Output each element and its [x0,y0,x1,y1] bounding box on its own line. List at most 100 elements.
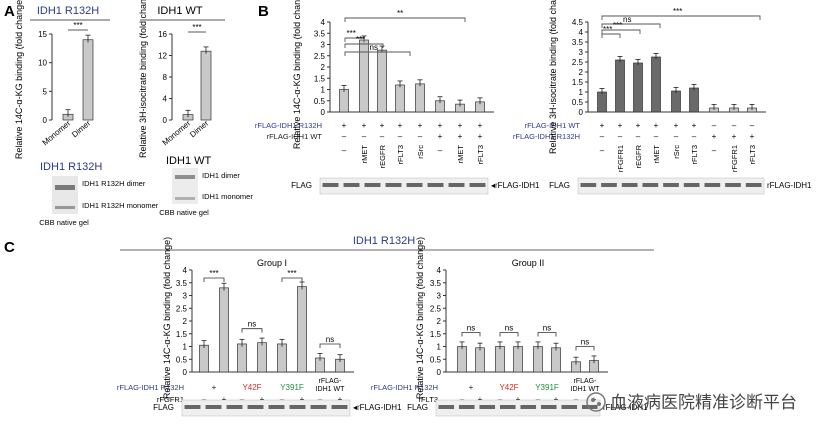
bar [395,84,405,113]
row2-sign: – [536,395,541,404]
y-tick-label: 3.5 [572,38,584,47]
row2-sign: + [260,395,265,404]
panel-a-right-gel-title: IDH1 WT [166,155,212,167]
blot-target-label: rFLAG-IDH1 [767,181,812,190]
y-tick-label: 12 [158,52,167,61]
y-tick-label: 1 [321,86,326,95]
y-tick-label: 0.5 [572,98,584,107]
y-tick-label: 10 [38,59,47,68]
row2-sign: – [498,395,503,404]
blot-band [205,405,222,409]
y-tick-label: 1.5 [572,78,584,87]
y-tick-label: 4 [183,266,188,275]
blot-band [642,183,659,187]
y-tick-label: 4 [579,28,584,37]
construct-label: rFLAG- [319,378,343,385]
blot-band [406,183,423,187]
row1-sign: + [636,121,641,130]
bar [633,62,643,113]
blot-band [322,183,339,187]
construct-label: IDH1 WT [316,386,346,393]
row2-sign: + [438,132,443,141]
row1-sign: + [674,121,679,130]
y-tick-label: 1.5 [430,330,442,339]
row2-sign: – [636,132,641,141]
kinase-label: rEGFR [378,144,387,168]
row2-sign: + [478,395,483,404]
row-label-1: rFLAG-IDH1 R132H [371,383,438,392]
panel-b-right-chart: 00.511.522.533.544.5*** ***ns***rFLAG-IDH… [513,7,812,195]
bar [257,342,267,373]
row2-sign: + [458,132,463,141]
panel-a-left-gel-label-dimer: IDH1 R132H dimer [82,179,146,188]
y-tick-label: 3.5 [430,279,442,288]
sig-bracket [461,332,481,337]
panel-c-header: IDH1 R132H [353,235,415,247]
y-tick-label: 3 [579,48,584,57]
blot-band [704,183,721,187]
row2-sign: – [380,132,385,141]
blot-band [364,183,381,187]
sig-bracket [241,328,263,333]
blot-band [561,405,578,409]
kinase-label: rSrc [672,145,681,159]
y-tick-label: 1 [437,343,442,352]
row1-sign: + [380,121,385,130]
y-tick-label: 1 [183,343,188,352]
blot-target-label: ◂rFLAG-IDH1 [353,403,402,412]
sig-bracket [499,332,519,337]
y-tick-label: 2.5 [176,304,188,313]
bar [457,346,467,373]
row-label-1: rFLAG-IDH1 R132H [255,121,322,130]
sig-bracket [344,43,384,48]
blot-band [580,183,597,187]
sig-label: *** [603,25,612,34]
panel-b-left-chart: 0 0.5 1 1.5 2 2.5 3 3.5 4 ****** ns ** rFLAG-IDH1 R1… [255,9,540,195]
sig-bracket [601,33,621,38]
watermark-logo-dot-icon [591,398,595,402]
panel-a-right-gel-caption: CBB native gel [159,208,209,217]
y-tick-label: 16 [158,30,167,39]
sig-label: ns [370,43,378,52]
watermark-logo-dot-icon [597,402,601,406]
row-label-1: rFLAG-IDH1 WT [525,121,581,130]
row-label-1: rFLAG-IDH1 R132H [117,383,184,392]
y-tick-label: 3.5 [314,29,326,38]
blot-band [458,405,475,409]
bar [219,287,229,373]
sig-label: *** [673,7,682,16]
blot-label: FLAG [153,403,174,412]
row-label-2: rFLAG-IDH1 WT [267,132,323,141]
sig-bracket [344,37,365,42]
sig-label: ns [581,338,589,347]
row2-sign: + [750,132,755,141]
watermark-text: 血液病医院精准诊断平台 [610,393,797,412]
kinase-label: rFGFR1 [616,145,625,172]
blot-band [725,183,741,187]
blot-band [663,183,679,187]
row1-sign: + [438,121,443,130]
blot-band [520,405,537,409]
row2-sign: – [654,132,659,141]
sig-label: ns [505,324,513,333]
row1-sign: + [618,121,623,130]
blot-band [479,405,496,409]
bar [339,89,349,113]
panel-a-left-ylabel: Relative 14C-α-KG binding (fold change) [14,0,24,159]
sig-label: *** [287,269,296,278]
row2-sign: – [600,132,605,141]
row2-sign: – [398,132,403,141]
kinase-label: rFLT3 [396,145,405,164]
blot-strip [435,399,601,417]
bar [551,347,561,373]
panel-c-letter: C [4,239,15,256]
blot-strip [181,399,351,417]
sig-label: *** [347,29,356,38]
sig-label: ** [397,9,403,18]
x-category-label: Dimer [70,118,92,139]
bar [597,91,607,113]
blot-band [184,405,201,409]
row2-sign: – [618,132,623,141]
y-tick-label: 2 [579,68,584,77]
blot-band [343,183,360,187]
